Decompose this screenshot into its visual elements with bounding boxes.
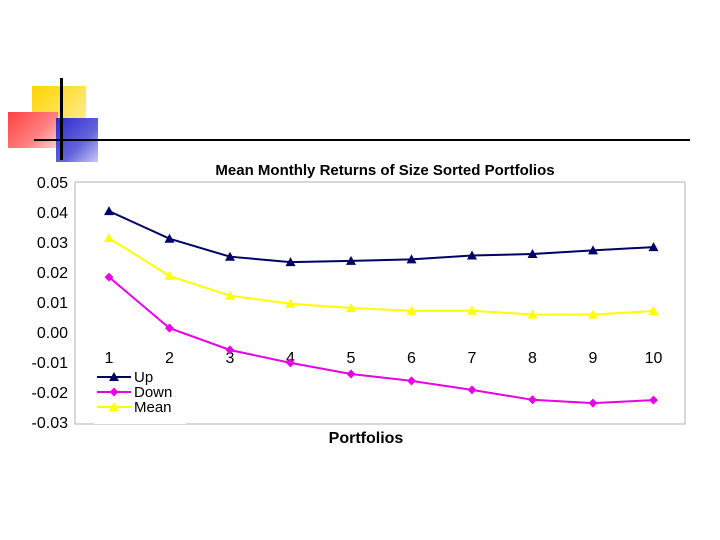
data-point-mean [588, 309, 598, 319]
y-tick-label: 0.04 [37, 205, 68, 222]
x-tick-label: 6 [407, 350, 416, 367]
data-point-up [346, 255, 356, 265]
data-point-mean [648, 306, 659, 315]
series-down [104, 272, 658, 408]
y-tick-label: 0.01 [37, 295, 68, 312]
y-tick-label: -0.02 [32, 385, 69, 402]
chart-title: Mean Monthly Returns of Size Sorted Port… [215, 162, 554, 179]
data-point-up [225, 251, 235, 261]
data-point-mean [406, 305, 417, 315]
series-up [104, 206, 659, 267]
data-point-down [346, 369, 356, 379]
y-tick-label: -0.01 [32, 355, 69, 372]
data-point-down [225, 345, 235, 355]
legend-marker-up [109, 372, 119, 381]
legend-label-up: Up [134, 369, 153, 386]
data-point-mean [285, 298, 296, 308]
decor-red-square [8, 112, 58, 148]
legend-item-up: Up [97, 369, 153, 386]
data-point-up [104, 206, 114, 216]
legend-item-mean: Mean [97, 399, 172, 416]
data-point-down [588, 398, 598, 408]
series-line-mean [108, 237, 654, 316]
y-tick-label: 0.02 [37, 265, 68, 282]
x-tick-label: 5 [347, 350, 356, 367]
x-tick-label: 3 [226, 350, 235, 367]
x-tick-label: 8 [528, 350, 537, 367]
data-point-mean [225, 290, 235, 300]
legend-marker-mean [109, 402, 119, 411]
data-point-mean [104, 233, 114, 243]
x-axis-label: Portfolios [329, 430, 404, 447]
data-point-down [528, 395, 537, 405]
data-point-down [649, 395, 658, 405]
data-point-up [467, 250, 477, 260]
y-tick-label: 0.05 [37, 175, 68, 192]
data-point-mean [467, 305, 477, 315]
data-point-up [648, 242, 659, 252]
y-tick-label: -0.03 [32, 415, 69, 432]
x-tick-label: 7 [468, 350, 477, 367]
x-tick-labels: 12345678910 [105, 350, 663, 367]
data-point-mean [164, 270, 175, 280]
data-point-down [165, 323, 174, 333]
legend-item-down: Down [97, 384, 172, 401]
data-point-down [286, 358, 295, 368]
data-point-up [588, 245, 598, 255]
data-point-up [527, 249, 538, 258]
data-point-down [467, 385, 477, 395]
decor-horizontal-rule [34, 139, 690, 141]
x-tick-label: 1 [105, 350, 114, 367]
data-point-down [407, 376, 416, 386]
decor-vertical-rule [60, 78, 63, 160]
legend-label-mean: Mean [134, 399, 172, 416]
legend-label-down: Down [134, 384, 172, 401]
series-layer [104, 206, 659, 408]
data-point-mean [527, 309, 538, 319]
data-point-up [164, 233, 175, 243]
x-tick-label: 10 [645, 350, 663, 367]
series-mean [104, 233, 659, 319]
x-tick-label: 2 [165, 350, 174, 367]
data-point-mean [346, 303, 356, 312]
y-tick-label: 0.00 [37, 325, 68, 342]
data-point-up [285, 257, 296, 267]
data-point-up [406, 254, 417, 264]
y-tick-label: 0.03 [37, 235, 68, 252]
series-line-down [108, 276, 654, 405]
x-tick-label: 9 [589, 350, 598, 367]
y-tick-labels: 0.05 0.04 0.03 0.02 0.01 0.00 -0.01 -0.02 -0.03 [32, 175, 69, 432]
legend-marker-down [109, 387, 119, 397]
data-point-down [104, 272, 114, 282]
series-line-up [108, 210, 654, 264]
